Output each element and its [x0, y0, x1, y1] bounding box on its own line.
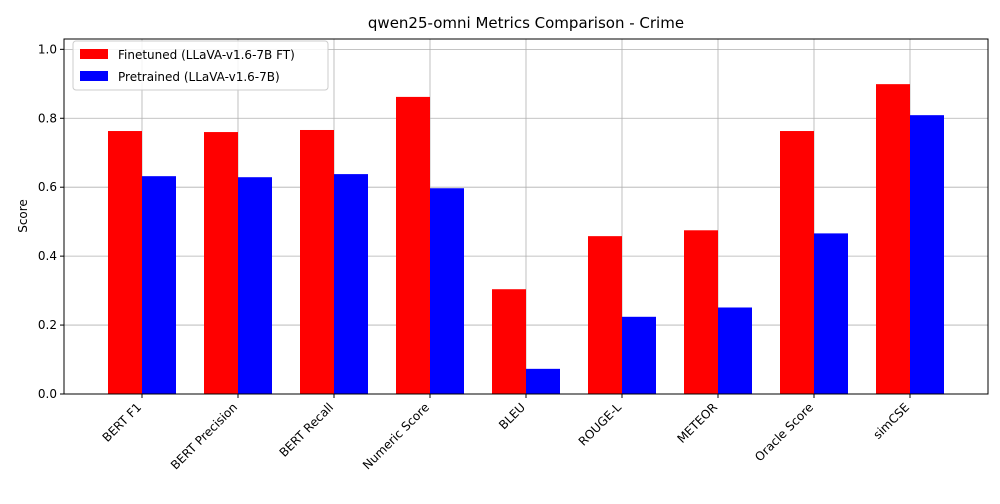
bar-pretrained: [142, 176, 176, 394]
bar-finetuned: [876, 84, 910, 394]
legend-label-pretrained: Pretrained (LLaVA-v1.6-7B): [118, 70, 280, 84]
bar-finetuned: [492, 289, 526, 394]
y-axis-ticks: 0.0 0.2 0.4 0.6 0.8 1.0: [38, 42, 64, 401]
bar-finetuned: [300, 129, 334, 394]
y-tick-label: 0.4: [38, 249, 57, 263]
bar-finetuned: [396, 96, 430, 394]
bar-pretrained: [430, 188, 464, 394]
bar-pretrained: [910, 115, 944, 394]
bar-pretrained: [238, 177, 272, 394]
bar-finetuned: [588, 236, 622, 394]
bar-pretrained: [718, 307, 752, 394]
bar-pretrained: [526, 368, 560, 394]
legend-box: [72, 40, 329, 91]
bar-pretrained: [334, 174, 368, 394]
y-tick-label: 0.0: [38, 387, 57, 401]
bar-finetuned: [108, 131, 142, 394]
bar-finetuned: [684, 230, 718, 394]
y-axis-label: Score: [16, 199, 30, 233]
legend-swatch-pretrained: [80, 71, 108, 81]
bar-pretrained: [814, 233, 848, 394]
bar-finetuned: [780, 131, 814, 394]
y-tick-label: 1.0: [38, 42, 57, 56]
bar-pretrained: [622, 316, 656, 394]
chart-title: qwen25-omni Metrics Comparison - Crime: [368, 14, 684, 32]
legend: Finetuned (LLaVA-v1.6-7B FT) Pretrained …: [72, 40, 329, 91]
legend-swatch-finetuned: [80, 49, 108, 59]
bars: [108, 84, 944, 394]
legend-label-finetuned: Finetuned (LLaVA-v1.6-7B FT): [118, 48, 295, 62]
y-tick-label: 0.6: [38, 180, 57, 194]
y-tick-label: 0.2: [38, 318, 57, 332]
bar-finetuned: [204, 132, 238, 394]
y-tick-label: 0.8: [38, 111, 57, 125]
